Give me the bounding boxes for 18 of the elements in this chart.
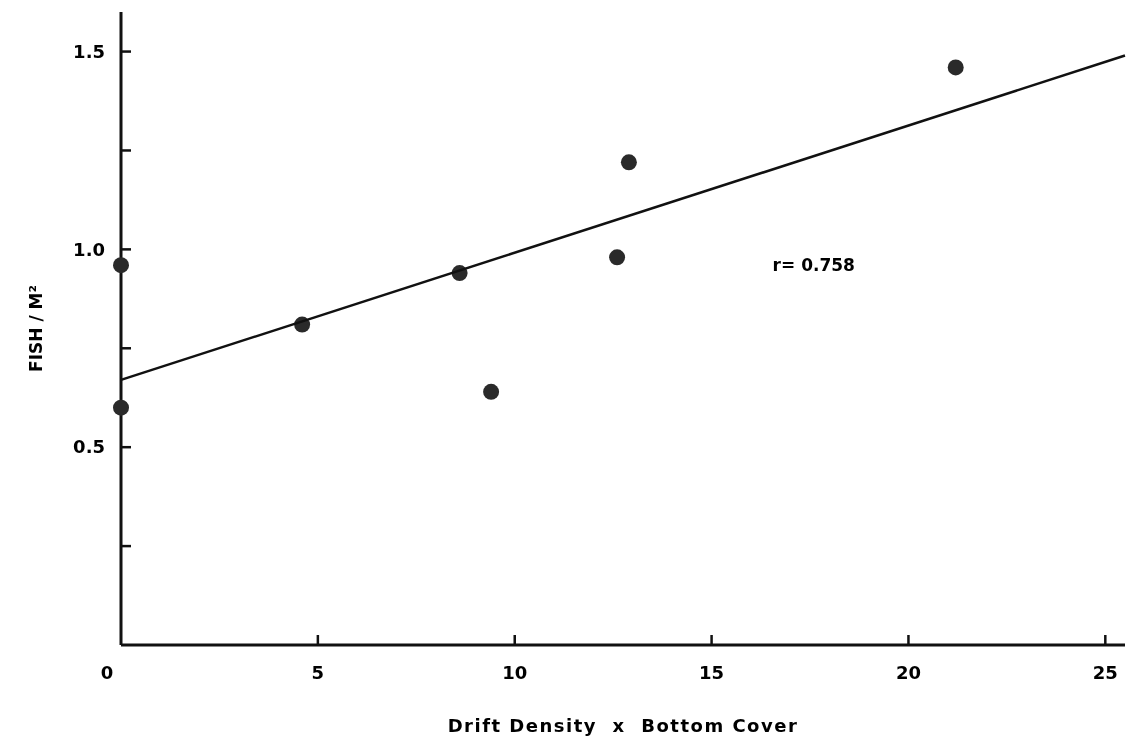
x-tick-label: 20 [895, 662, 921, 683]
x-tick-label: 10 [502, 662, 528, 683]
y-tick-label: 0.5 [73, 436, 105, 458]
x-axis-title: Drift Density x Bottom Cover [447, 715, 799, 736]
point [947, 59, 964, 76]
annotation: r= 0.758 [772, 255, 855, 276]
y-axis-title: FISH / M² [26, 285, 46, 372]
y-tick-label: 1.5 [73, 40, 105, 62]
x-tick-label: 25 [1092, 662, 1118, 683]
point [620, 154, 637, 171]
point [483, 383, 500, 400]
x-tick-label: 0 [100, 662, 114, 683]
point [113, 399, 129, 416]
x-tick-label: 15 [699, 662, 725, 683]
point [609, 249, 626, 266]
y-tick-label: 1.0 [73, 238, 105, 260]
point [113, 257, 129, 274]
x-tick-label: 5 [311, 662, 325, 683]
